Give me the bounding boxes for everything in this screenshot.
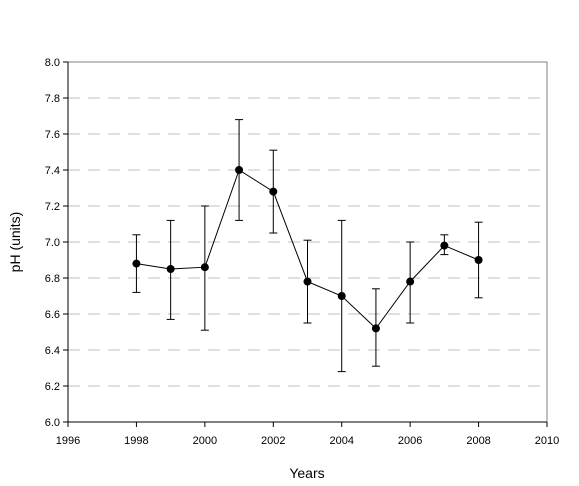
y-tick-label: 6.2	[45, 381, 60, 393]
x-tick-label: 2002	[261, 435, 285, 447]
y-tick-label: 8.0	[45, 57, 60, 69]
data-point	[269, 187, 278, 196]
x-tick-label: 2004	[329, 435, 353, 447]
x-axis-title: Years	[289, 465, 324, 481]
y-tick-label: 7.6	[45, 129, 60, 141]
y-axis-title: pH (units)	[7, 212, 23, 273]
x-ticks: 1996 1998 2000 2002 2004 2006 2008 2010	[56, 422, 559, 447]
data-point	[474, 256, 483, 264]
data-point	[200, 263, 209, 272]
x-tick-label: 2008	[466, 435, 490, 447]
data-point	[337, 292, 346, 300]
x-tick-label: 2010	[535, 435, 559, 447]
data-point	[406, 277, 415, 286]
data-point	[235, 166, 244, 174]
error-bars	[132, 119, 483, 373]
y-tick-label: 6.4	[45, 345, 60, 357]
grid-lines	[68, 61, 547, 387]
x-tick-label: 2006	[398, 435, 422, 447]
data-point	[371, 324, 380, 333]
y-ticks: 6.0 6.2 6.4 6.6 6.8 7.0 7.2 7.4 7.6 7.8 8.0	[45, 57, 68, 429]
y-tick-label: 6.6	[45, 309, 60, 321]
data-point	[132, 259, 141, 268]
data-point	[166, 265, 175, 273]
x-tick-label: 2000	[193, 435, 217, 447]
x-tick-label: 1996	[56, 435, 80, 447]
data-points	[132, 166, 483, 333]
y-tick-label: 7.2	[45, 201, 60, 213]
y-tick-label: 6.0	[45, 417, 60, 429]
y-tick-label: 7.4	[45, 165, 60, 177]
y-tick-label: 7.0	[45, 237, 60, 249]
data-point	[303, 277, 312, 286]
x-tick-label: 1998	[124, 435, 148, 447]
y-tick-label: 6.8	[45, 273, 60, 285]
y-tick-label: 7.8	[45, 93, 60, 105]
data-point	[440, 241, 449, 250]
